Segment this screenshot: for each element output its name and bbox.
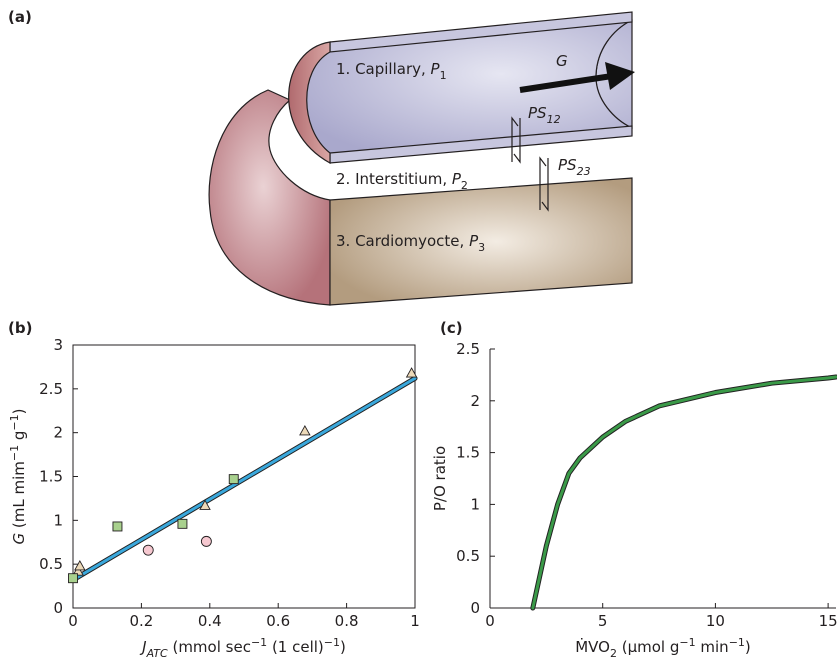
y-tick-label: 0 [470,599,480,617]
text-segment: (mmol sec [168,638,251,656]
y-tick-label: 1 [470,495,480,513]
x-tick-label: 5 [598,612,608,630]
x-tick-label: 0.6 [266,612,290,630]
text-segment: 12 [547,113,561,126]
text-segment: 1. Capillary, [336,60,431,78]
text-segment: PS [528,104,547,122]
diagram-label: PS23 [558,156,591,178]
text-segment: 23 [577,165,591,178]
text-segment: ATC [146,647,168,660]
figure: (a)1. Capillary, P1GPS122. Interstitium,… [0,0,837,663]
y-tick-label: 3 [53,336,63,354]
text-segment: −1 [8,445,21,461]
square-point [178,519,187,528]
y-axis-label: G (mL mim−1 g−1) [8,409,28,545]
y-tick-label: 0.5 [456,547,480,565]
x-tick-label: 10 [706,612,725,630]
square-point [69,574,78,583]
text-segment: ) [745,638,751,656]
text-segment: −1 [8,414,21,430]
diagram-label: 2. Interstitium, P2 [336,170,468,192]
y-tick-label: 2 [53,424,63,442]
triangle-point [75,561,85,570]
text-segment: 3. Cardiomyocte, [336,232,469,250]
circle-point [201,536,211,546]
text-segment: −1 [729,636,745,649]
text-segment: g [10,431,28,445]
panel-label: (a) [8,8,32,26]
y-tick-label: 0.5 [39,555,63,573]
y-tick-label: 2 [470,392,480,410]
text-segment: (1 cell) [267,638,324,656]
x-tick-label: 0 [68,612,78,630]
line [533,377,836,608]
diagram-label: G [556,52,568,70]
text-segment: G [10,533,28,545]
square-point [113,522,122,531]
text-segment: −1 [679,636,695,649]
triangle-point [300,426,310,435]
panel-label: (c) [440,319,463,337]
text-segment: −1 [251,636,267,649]
text-segment: (µmol g [617,638,679,656]
text-segment: 1 [440,69,447,82]
text-segment: −1 [324,636,340,649]
x-tick-label: 0.4 [198,612,222,630]
y-axis-label: P/O ratio [431,446,449,511]
text-segment: 2 [610,647,617,660]
y-tick-label: 2.5 [39,380,63,398]
y-tick-label: 1.5 [456,444,480,462]
y-tick-label: 2.5 [456,340,480,358]
x-tick-label: 0.8 [335,612,359,630]
y-tick-label: 1 [53,511,63,529]
y-tick-label: 1.5 [39,468,63,486]
line [73,378,415,580]
text-segment: 2 [461,179,468,192]
square-point [229,475,238,484]
text-segment: (mL mim [10,461,28,533]
text-segment: J [139,638,146,656]
panel-label: (b) [8,319,32,337]
circle-point [143,545,153,555]
text-segment: 3 [478,241,485,254]
line-outline [533,377,836,608]
x-tick-label: 0.2 [129,612,153,630]
text-segment: P/O ratio [431,446,449,511]
text-segment: ) [340,638,346,656]
x-tick-label: 15 [819,612,837,630]
y-tick-label: 0 [53,599,63,617]
x-axis-label: ṀVO2 (µmol g−1 min−1) [575,636,751,660]
text-segment: PS [558,156,577,174]
x-axis-label: JATC (mmol sec−1 (1 cell)−1) [139,636,346,660]
x-tick-label: 1 [410,612,420,630]
text-segment: ) [10,409,28,415]
text-segment: 2. Interstitium, [336,170,452,188]
text-segment: min [696,638,729,656]
text-segment: G [556,52,568,70]
text-segment: ṀVO [575,637,610,656]
x-tick-label: 0 [485,612,495,630]
